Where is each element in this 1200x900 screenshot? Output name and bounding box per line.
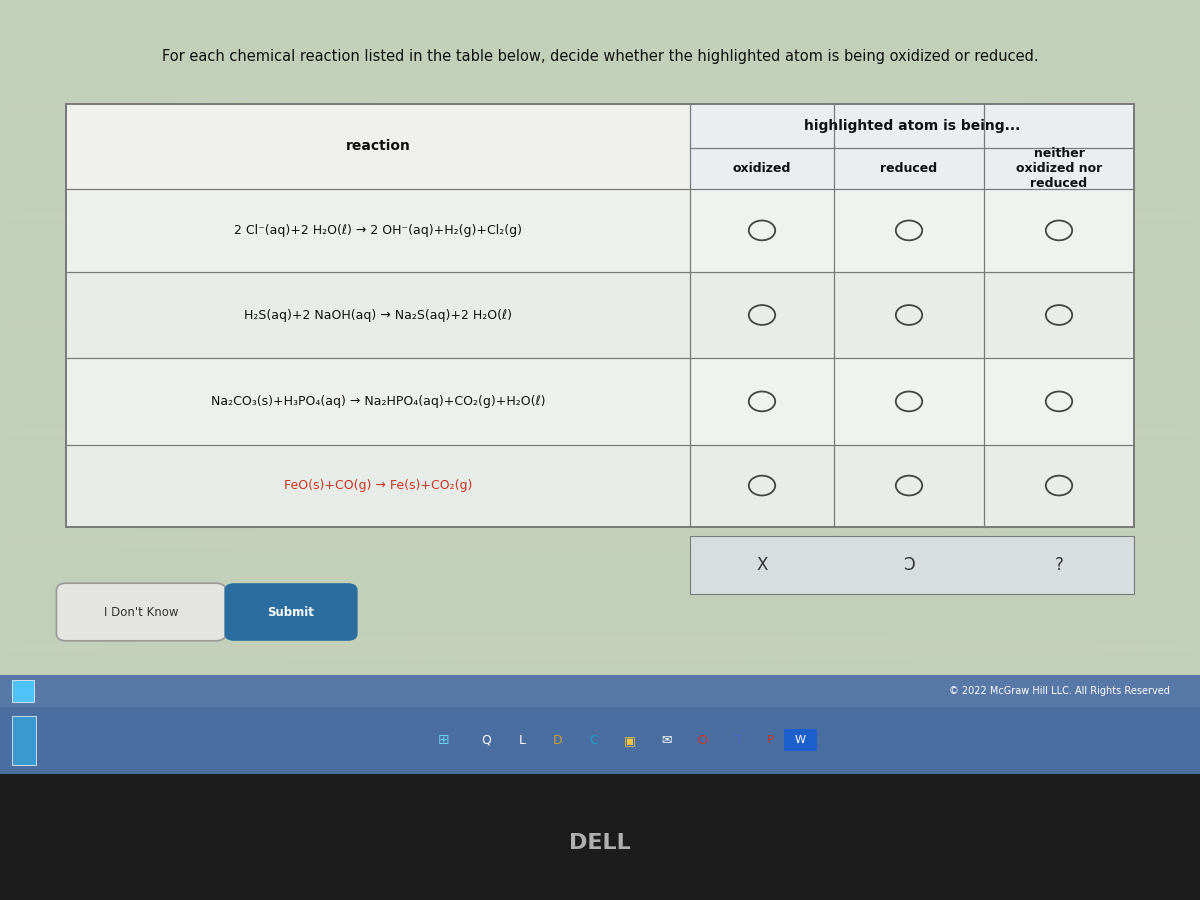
Text: C: C [589,734,599,747]
Text: © 2022 McGraw Hill LLC. All Rights Reserved: © 2022 McGraw Hill LLC. All Rights Reser… [949,686,1170,696]
FancyBboxPatch shape [690,445,1134,526]
Text: W: W [794,735,806,745]
FancyBboxPatch shape [12,716,36,765]
Text: H₂S(aq)+2 NaOH(aq) → Na₂S(aq)+2 H₂O(ℓ): H₂S(aq)+2 NaOH(aq) → Na₂S(aq)+2 H₂O(ℓ) [244,309,512,321]
Text: FeO(s)+CO(g) → Fe(s)+CO₂(g): FeO(s)+CO(g) → Fe(s)+CO₂(g) [284,479,472,492]
Text: X: X [756,556,768,574]
Text: L: L [518,734,526,747]
Text: P: P [767,735,774,745]
FancyBboxPatch shape [66,189,690,272]
Text: ▣: ▣ [624,734,636,747]
Text: ✉: ✉ [661,734,671,747]
Text: T: T [734,735,742,745]
FancyBboxPatch shape [0,706,1200,774]
Text: ⊞: ⊞ [438,734,450,747]
FancyBboxPatch shape [66,445,690,526]
Ellipse shape [0,0,1200,122]
FancyBboxPatch shape [0,774,1200,900]
FancyBboxPatch shape [690,358,1134,445]
Text: reaction: reaction [346,140,410,153]
FancyBboxPatch shape [56,583,226,641]
Text: oxidized: oxidized [733,162,791,175]
Text: highlighted atom is being...: highlighted atom is being... [804,119,1020,132]
FancyBboxPatch shape [66,104,1134,526]
Text: I Don't Know: I Don't Know [103,606,179,618]
Text: 2 Cl⁻(aq)+2 H₂O(ℓ) → 2 OH⁻(aq)+H₂(g)+Cl₂(g): 2 Cl⁻(aq)+2 H₂O(ℓ) → 2 OH⁻(aq)+H₂(g)+Cl₂… [234,224,522,237]
FancyBboxPatch shape [0,675,1200,706]
Ellipse shape [0,634,1200,770]
Ellipse shape [0,202,1200,338]
Text: neither
oxidized nor
reduced: neither oxidized nor reduced [1016,147,1102,190]
Text: Q: Q [481,734,491,747]
FancyBboxPatch shape [66,590,216,634]
Text: Ɔ: Ɔ [904,556,914,574]
FancyBboxPatch shape [66,358,690,445]
Text: D: D [553,734,563,747]
Ellipse shape [0,418,1200,554]
Text: Na₂CO₃(s)+H₃PO₄(aq) → Na₂HPO₄(aq)+CO₂(g)+H₂O(ℓ): Na₂CO₃(s)+H₃PO₄(aq) → Na₂HPO₄(aq)+CO₂(g)… [211,395,545,408]
Text: O: O [697,734,707,747]
FancyBboxPatch shape [66,272,690,358]
Text: For each chemical reaction listed in the table below, decide whether the highlig: For each chemical reaction listed in the… [162,50,1038,65]
Text: ?: ? [1055,556,1063,574]
FancyBboxPatch shape [12,680,34,702]
Ellipse shape [0,742,1200,878]
FancyBboxPatch shape [690,104,1134,189]
Text: Submit: Submit [268,606,314,618]
Text: DELL: DELL [569,833,631,853]
FancyBboxPatch shape [690,536,1134,594]
Ellipse shape [0,94,1200,230]
FancyBboxPatch shape [690,189,1134,272]
FancyBboxPatch shape [690,272,1134,358]
Ellipse shape [0,310,1200,446]
Text: reduced: reduced [881,162,937,175]
Ellipse shape [0,526,1200,662]
FancyBboxPatch shape [784,729,817,751]
FancyBboxPatch shape [224,583,358,641]
